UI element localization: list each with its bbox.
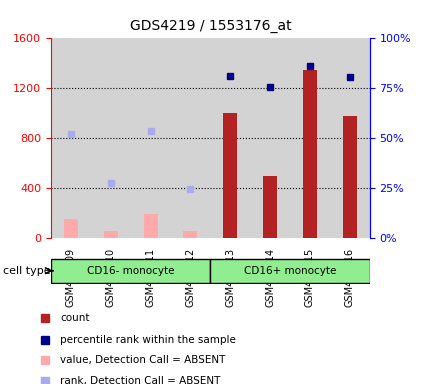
- Bar: [104, 230, 118, 238]
- Bar: [210, 38, 250, 238]
- Bar: [170, 38, 210, 238]
- Bar: [51, 38, 91, 238]
- Bar: [290, 38, 330, 238]
- Text: value, Detection Call = ABSENT: value, Detection Call = ABSENT: [60, 355, 226, 365]
- Text: cell type: cell type: [3, 266, 50, 276]
- Text: CD16- monocyte: CD16- monocyte: [87, 266, 174, 276]
- Bar: [64, 219, 78, 238]
- Text: CD16+ monocyte: CD16+ monocyte: [244, 266, 336, 276]
- Bar: [330, 38, 370, 238]
- FancyBboxPatch shape: [210, 259, 370, 283]
- Bar: [144, 214, 158, 238]
- Bar: [343, 116, 357, 238]
- Bar: [223, 113, 237, 238]
- Text: rank, Detection Call = ABSENT: rank, Detection Call = ABSENT: [60, 376, 221, 384]
- Title: GDS4219 / 1553176_at: GDS4219 / 1553176_at: [130, 19, 291, 33]
- Text: percentile rank within the sample: percentile rank within the sample: [60, 335, 236, 345]
- Bar: [263, 176, 277, 238]
- FancyBboxPatch shape: [51, 259, 210, 283]
- Text: count: count: [60, 313, 90, 323]
- Bar: [303, 70, 317, 238]
- Bar: [184, 231, 198, 238]
- Bar: [131, 38, 170, 238]
- Bar: [250, 38, 290, 238]
- Bar: [91, 38, 131, 238]
